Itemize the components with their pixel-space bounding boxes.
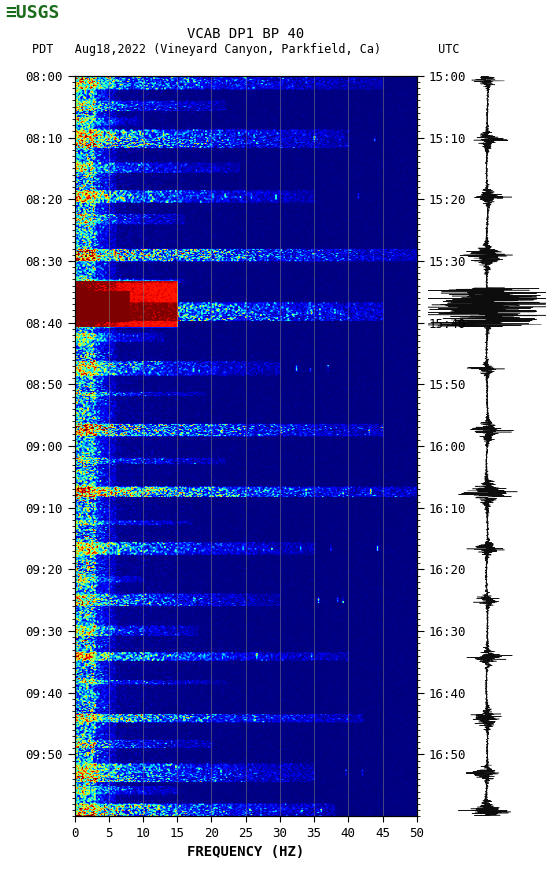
Text: PDT   Aug18,2022 (Vineyard Canyon, Parkfield, Ca)        UTC: PDT Aug18,2022 (Vineyard Canyon, Parkfie… (32, 43, 459, 56)
Text: VCAB DP1 BP 40: VCAB DP1 BP 40 (187, 27, 304, 41)
X-axis label: FREQUENCY (HZ): FREQUENCY (HZ) (187, 845, 304, 859)
Text: ≡USGS: ≡USGS (6, 4, 60, 22)
